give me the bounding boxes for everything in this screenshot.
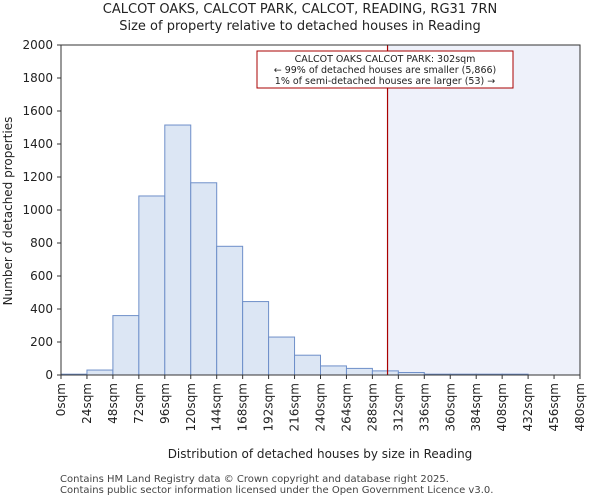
y-tick-label: 1400 <box>22 137 53 151</box>
histogram-bar <box>190 182 218 376</box>
x-tick-label: 408sqm <box>495 383 509 431</box>
y-tick-label: 400 <box>30 302 53 316</box>
histogram-bar <box>294 354 321 376</box>
larger-region-shade <box>387 45 580 375</box>
y-tick-label: 1800 <box>22 71 53 85</box>
y-axis-label: Number of detached properties <box>1 117 15 306</box>
x-tick-label: 0sqm <box>54 383 68 416</box>
histogram-bar <box>216 245 244 376</box>
annotation-box <box>256 50 514 89</box>
x-tick-label: 96sqm <box>158 383 172 424</box>
histogram-bar <box>242 301 270 376</box>
chart-title-address: CALCOT OAKS, CALCOT PARK, CALCOT, READIN… <box>102 2 498 17</box>
footer-copyright: Contains HM Land Registry data © Crown c… <box>60 474 449 485</box>
x-tick-label: 336sqm <box>417 383 431 431</box>
y-tick-label: 1000 <box>22 203 53 217</box>
y-tick-label: 1200 <box>22 170 53 184</box>
x-tick-label: 312sqm <box>391 383 405 431</box>
chart-title: Size of property relative to detached ho… <box>119 19 481 34</box>
y-tick-label: 2000 <box>22 38 53 52</box>
annotation-line-2: ← 99% of detached houses are smaller (5,… <box>274 65 497 76</box>
x-axis-label: Distribution of detached houses by size … <box>168 447 473 461</box>
x-tick-label: 120sqm <box>184 383 198 431</box>
x-tick-label: 144sqm <box>210 383 224 431</box>
x-tick-label: 264sqm <box>339 383 353 431</box>
x-tick-label: 240sqm <box>314 383 328 431</box>
x-tick-label: 384sqm <box>469 383 483 431</box>
x-tick-label: 288sqm <box>365 383 379 431</box>
y-tick-label: 600 <box>30 269 53 283</box>
x-tick-label: 168sqm <box>236 383 250 431</box>
histogram-bar <box>164 124 192 376</box>
x-tick-label: 216sqm <box>288 383 302 431</box>
annotation-line-3: 1% of semi-detached houses are larger (5… <box>275 76 495 87</box>
x-tick-label: 48sqm <box>106 383 120 424</box>
footer-licence: Contains public sector information licen… <box>60 485 494 496</box>
histogram-bar <box>320 365 347 376</box>
histogram-bar <box>268 336 296 376</box>
y-tick-label: 1600 <box>22 104 53 118</box>
x-tick-label: 480sqm <box>573 383 587 431</box>
x-tick-label: 72sqm <box>132 383 146 424</box>
x-tick-label: 24sqm <box>80 383 94 424</box>
x-tick-label: 360sqm <box>443 383 457 431</box>
histogram-bar <box>371 370 399 376</box>
y-tick-label: 800 <box>30 236 53 250</box>
x-tick-label: 192sqm <box>262 383 276 431</box>
y-tick-label: 0 <box>45 368 53 382</box>
x-tick-label: 432sqm <box>521 383 535 431</box>
histogram-bar <box>138 195 166 376</box>
y-tick-label: 200 <box>30 335 53 349</box>
histogram-bar <box>345 367 373 376</box>
annotation-line-1: CALCOT OAKS CALCOT PARK: 302sqm <box>295 54 476 65</box>
histogram-bar <box>86 369 114 376</box>
histogram-bar <box>112 315 140 376</box>
x-tick-label: 456sqm <box>547 383 561 431</box>
